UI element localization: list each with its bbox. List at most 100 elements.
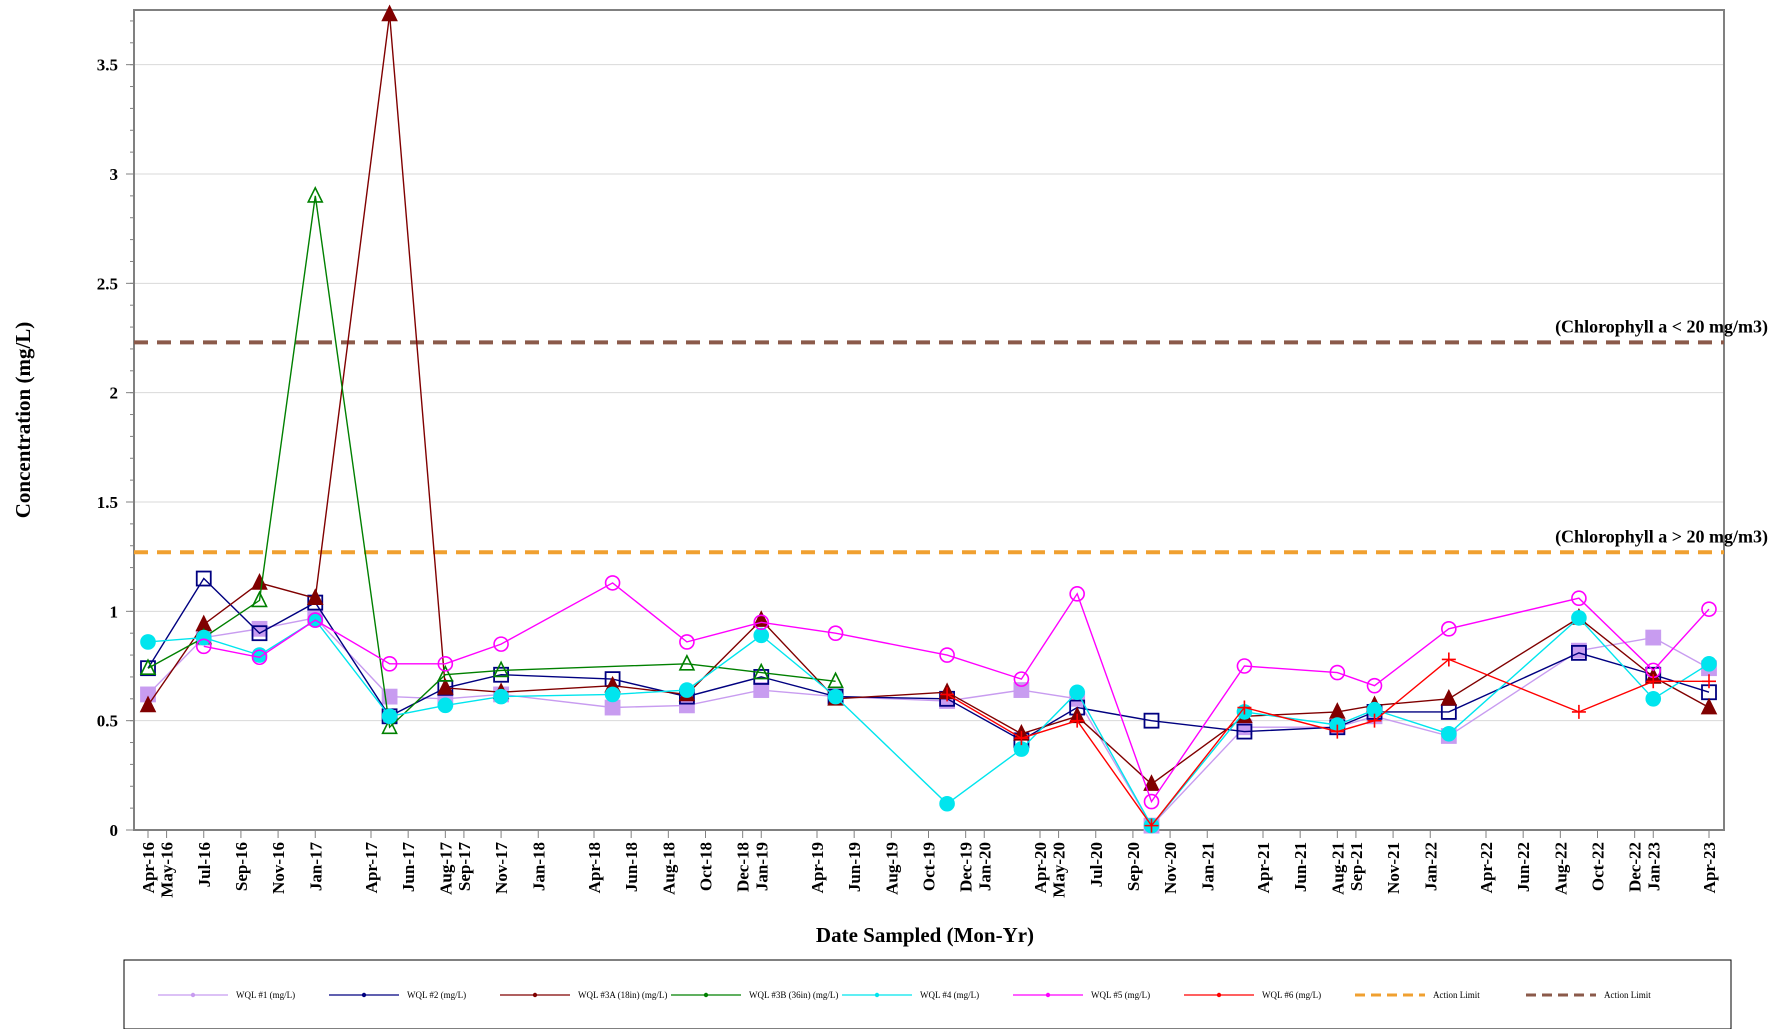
x-tick-label: Oct-22 (1589, 842, 1608, 891)
data-point (1701, 601, 1717, 617)
x-tick-label: Nov-16 (269, 842, 288, 894)
x-tick-label: Nov-20 (1161, 842, 1180, 894)
data-point (1646, 674, 1661, 689)
data-point (827, 688, 844, 705)
data-point (939, 647, 955, 663)
data-point (381, 656, 398, 672)
series-line (946, 658, 1709, 827)
x-tick-label: May-20 (1050, 842, 1069, 898)
legend-label: Action Limit (1433, 990, 1480, 1000)
legend-item: WQL #2 (mg/L) (329, 990, 466, 1000)
series-5 (140, 610, 1717, 834)
x-tick-label: Apr-18 (585, 842, 604, 893)
x-tick-label: Jan-23 (1644, 842, 1663, 891)
x-tick-label: Apr-23 (1700, 842, 1719, 893)
x-tick-label: Jun-19 (845, 842, 864, 892)
legend-item: WQL #5 (mg/L) (1013, 990, 1150, 1000)
x-tick-label: Jun-21 (1291, 842, 1310, 892)
data-point (1700, 697, 1718, 715)
data-point (139, 695, 157, 713)
x-tick-label: Jan-17 (306, 842, 325, 892)
x-tick-label: Aug-21 (1328, 842, 1347, 895)
x-tick-label: Oct-18 (697, 842, 716, 891)
series-7 (940, 652, 1716, 833)
x-tick-label: Aug-19 (882, 842, 901, 895)
x-tick-label: Jun-17 (399, 842, 418, 893)
data-point (437, 678, 454, 695)
plot-frame (133, 9, 1725, 831)
series-1 (140, 609, 1717, 834)
data-point (752, 662, 770, 680)
series-line (147, 14, 1710, 786)
data-point (1702, 674, 1716, 689)
data-point (1236, 658, 1253, 674)
data-point (381, 717, 398, 735)
x-tick-label: Jul-20 (1087, 842, 1106, 887)
data-series (139, 4, 1718, 834)
series-line (203, 582, 1710, 804)
data-point (753, 682, 770, 698)
x-tick-label: Apr-20 (1031, 842, 1050, 893)
x-tick-label: Jan-22 (1421, 842, 1440, 891)
x-tick-label: Jan-18 (529, 842, 548, 891)
data-point (604, 699, 621, 716)
data-point (437, 656, 454, 672)
data-point (1441, 652, 1456, 667)
legend-marker (1216, 992, 1222, 998)
action-limit-annotation: (Chlorophyll a < 20 mg/m3) (1555, 316, 1768, 337)
action-limit-annotation: (Chlorophyll a > 20 mg/m3) (1555, 526, 1768, 547)
data-point (1441, 725, 1457, 742)
horizontal-gridlines (134, 64, 1724, 722)
legend-item: WQL #3A (18in) (mg/L) (500, 990, 667, 1000)
data-point (1571, 704, 1586, 719)
legend-marker (874, 992, 880, 998)
data-point (604, 575, 621, 591)
x-tick-label: Aug-22 (1551, 842, 1570, 895)
legend-item: WQL #1 (mg/L) (158, 990, 295, 1000)
x-tick-label: Nov-17 (492, 842, 511, 894)
data-point (753, 614, 770, 631)
x-tick-label: Sep-20 (1124, 842, 1143, 891)
data-point (492, 660, 510, 678)
x-tick-label: Sep-21 (1347, 842, 1366, 891)
series-6 (195, 575, 1717, 810)
legend-label: WQL #3A (18in) (mg/L) (578, 990, 667, 1000)
x-tick-label: Jun-18 (622, 842, 641, 892)
data-point (1013, 682, 1030, 698)
y-axis: 0 0.5 1 1.5 2 2.5 3 3.5 (97, 20, 134, 840)
x-tick-label: May-16 (158, 842, 177, 898)
x-tick-label: Jul-16 (195, 842, 214, 887)
data-point (1571, 610, 1587, 626)
legend: WQL #1 (mg/L) WQL #2 (mg/L) WQL #3A (18in)… (158, 990, 1651, 1000)
data-point (939, 795, 955, 812)
x-tick-label: Jan-20 (975, 842, 994, 891)
data-point (251, 573, 268, 590)
legend-label: WQL #6 (mg/L) (1262, 990, 1321, 1000)
legend-marker (361, 992, 367, 998)
legend-item: WQL #6 (mg/L) (1184, 990, 1321, 1000)
data-point (1014, 731, 1029, 746)
data-point (1143, 774, 1160, 791)
data-point (1645, 690, 1662, 707)
x-tick-label: Dec-19 (957, 842, 976, 892)
data-point (251, 649, 268, 666)
data-point (306, 186, 324, 203)
data-point (1645, 629, 1662, 646)
data-point (307, 612, 324, 628)
x-tick-label: Dec-18 (734, 842, 753, 892)
data-point (1330, 724, 1345, 739)
y-axis-title: Concentration (mg/L) (11, 322, 35, 519)
x-tick-label: Oct-19 (920, 842, 939, 891)
x-tick-label: Apr-16 (139, 842, 158, 893)
data-point (195, 570, 212, 587)
x-tick-label: Nov-21 (1384, 842, 1403, 894)
y-tick-label: 1.5 (97, 493, 118, 512)
x-tick-label: Aug-17 (436, 842, 455, 895)
x-tick-label: Jan-21 (1198, 842, 1217, 891)
x-tick-label: Apr-21 (1254, 842, 1273, 893)
x-tick-label: Apr-22 (1477, 842, 1496, 893)
legend-label: WQL #5 (mg/L) (1091, 990, 1150, 1000)
y-tick-label: 1 (110, 602, 119, 621)
data-point (1236, 723, 1253, 740)
